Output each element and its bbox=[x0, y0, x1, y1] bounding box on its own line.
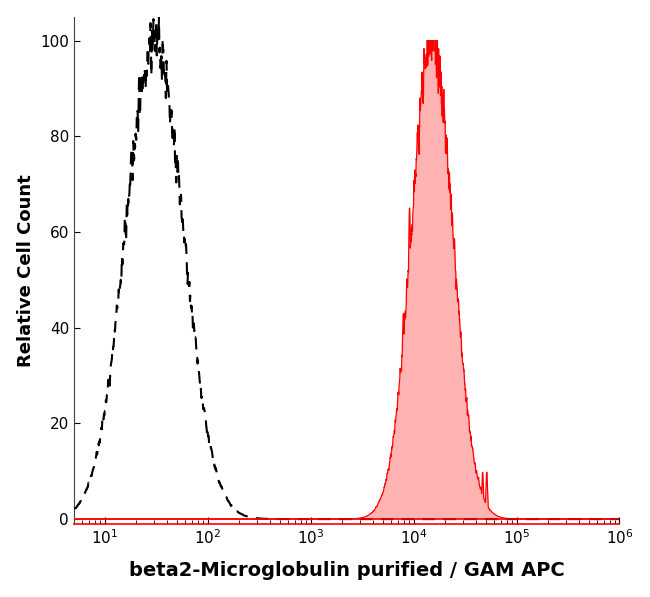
Y-axis label: Relative Cell Count: Relative Cell Count bbox=[17, 174, 34, 367]
X-axis label: beta2-Microglobulin purified / GAM APC: beta2-Microglobulin purified / GAM APC bbox=[129, 561, 565, 580]
